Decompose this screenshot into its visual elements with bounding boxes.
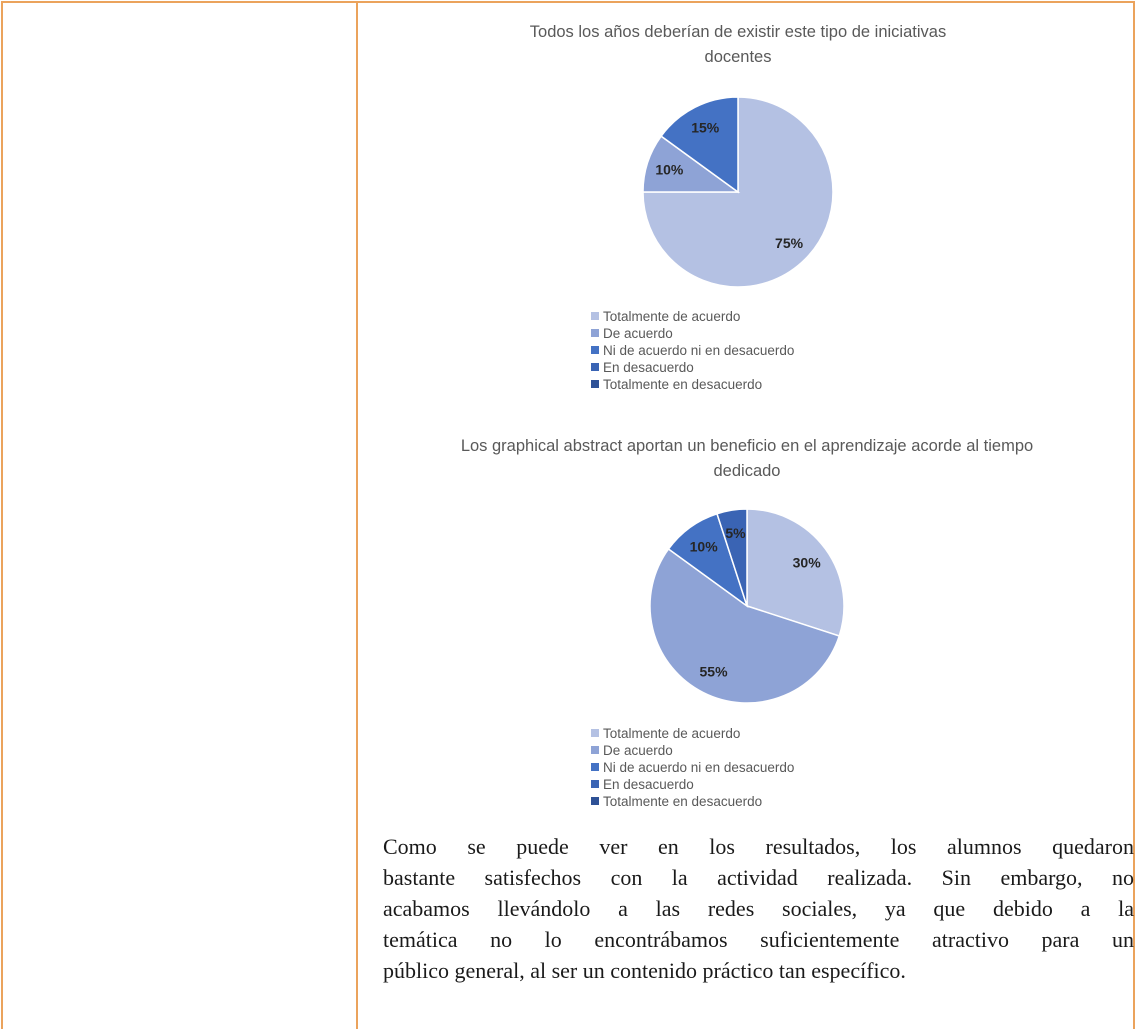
paragraph-line: acabamos llevándolo a las redes sociales… xyxy=(383,896,1134,921)
legend-label: En desacuerdo xyxy=(603,360,694,375)
legend-label: De acuerdo xyxy=(603,326,673,341)
table-border xyxy=(1,1,3,1029)
legend-swatch xyxy=(591,746,599,754)
paragraph: Como se puede ver en los resultados, los… xyxy=(383,831,1134,986)
data-label: 75% xyxy=(775,235,804,251)
paragraph-line: público general, al ser un contenido prá… xyxy=(383,958,906,983)
chart-title: Todos los años deberían de existir este … xyxy=(529,23,947,66)
pie-slice xyxy=(642,96,834,288)
data-label: 10% xyxy=(655,162,684,178)
legend-swatch xyxy=(591,329,599,337)
legend-label: Totalmente de acuerdo xyxy=(603,726,740,741)
pie-slice xyxy=(746,508,845,637)
data-label: 10% xyxy=(690,538,719,554)
legend-label: Ni de acuerdo ni en desacuerdo xyxy=(603,760,794,775)
legend-swatch xyxy=(591,780,599,788)
legend-label: En desacuerdo xyxy=(603,777,694,792)
paragraph-line: bastante satisfechos con la actividad re… xyxy=(383,865,1134,890)
paragraph-line: Como se puede ver en los resultados, los… xyxy=(383,834,1134,859)
data-label: 5% xyxy=(725,525,746,541)
legend-label: Ni de acuerdo ni en desacuerdo xyxy=(603,343,794,358)
table-border xyxy=(1133,1,1135,1029)
table-border xyxy=(2,1,1135,3)
legend-swatch xyxy=(591,797,599,805)
chart-title: Los graphical abstract aportan un benefi… xyxy=(460,437,1034,480)
legend-swatch xyxy=(591,729,599,737)
legend-swatch xyxy=(591,380,599,388)
table-border xyxy=(356,1,358,1029)
data-label: 55% xyxy=(700,664,729,680)
legend-label: De acuerdo xyxy=(603,743,673,758)
legend-label: Totalmente de acuerdo xyxy=(603,309,740,324)
pie-slice xyxy=(649,547,841,704)
legend-swatch xyxy=(591,312,599,320)
legend-swatch xyxy=(591,763,599,771)
legend-label: Totalmente en desacuerdo xyxy=(603,377,762,392)
legend-label: Totalmente en desacuerdo xyxy=(603,794,762,809)
pie-slice xyxy=(716,508,748,607)
legend-swatch xyxy=(591,346,599,354)
pie-slice xyxy=(660,96,739,194)
paragraph-line: temática no lo encontrábamos suficientem… xyxy=(383,927,1134,952)
legend-swatch xyxy=(591,363,599,371)
data-label: 15% xyxy=(691,120,720,136)
data-label: 30% xyxy=(793,555,822,571)
